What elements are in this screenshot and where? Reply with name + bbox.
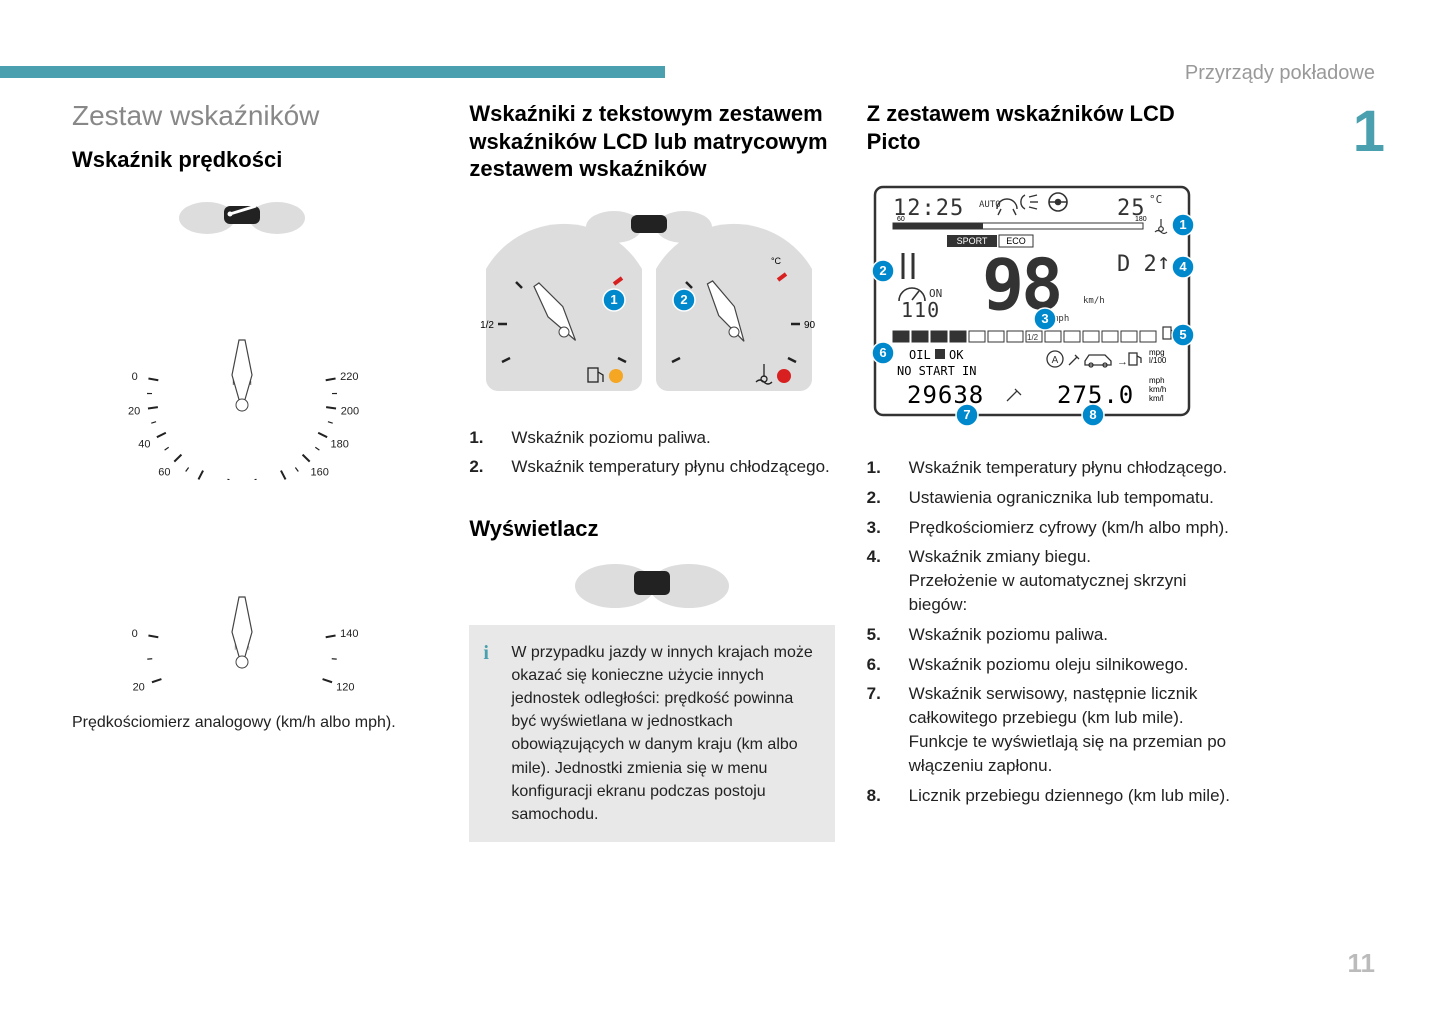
svg-text:2: 2 [879,263,886,278]
list-item: 2.Wskaźnik temperatury płynu chłodzącego… [469,455,834,479]
svg-text:90: 90 [804,320,816,331]
svg-text:6: 6 [879,345,886,360]
temp-warning-icon [777,369,791,383]
svg-text:180: 180 [330,438,348,450]
svg-text:0: 0 [132,628,138,640]
sub-gauges: Wskaźniki z tekstowym zestawem wskaźnikó… [469,100,834,183]
svg-text:→: → [1117,356,1128,368]
lcd-picto-diagram: 12:25 AUTO 25 °C 60 180 SPORT ECO [867,181,1197,431]
list-item: 3.Prędkościomierz cyfrowy (km/h albo mph… [867,516,1232,540]
chapter-number: 1 [1353,98,1385,165]
list-item: 2.Ustawienia ogranicznika lub tempomatu. [867,486,1232,510]
info-icon: i [483,639,489,668]
svg-text:km/h: km/h [1083,296,1105,306]
fuel-warning-icon [609,369,623,383]
display-cluster-icon [552,561,752,611]
svg-text:km/l: km/l [1149,394,1164,403]
page-number: 11 [1348,948,1376,979]
list-item: 6.Wskaźnik poziomu oleju silnikowego. [867,653,1232,677]
display-heading: Wyświetlacz [469,515,834,543]
svg-text:220: 220 [340,371,358,383]
svg-text:200: 200 [341,405,359,417]
svg-text:8: 8 [1089,407,1096,422]
svg-text:3: 3 [1041,311,1048,326]
list-item: 5.Wskaźnik poziomu paliwa. [867,623,1232,647]
speedometer-caption: Prędkościomierz analogowy (km/h albo mph… [72,714,437,732]
list-item: 1.Wskaźnik temperatury płynu chłodzącego… [867,456,1232,480]
svg-text:D 2: D 2 [1117,252,1157,277]
svg-text:60: 60 [897,216,905,223]
speedometer-mph-diagram: 020406080100120140 mph km/h [72,497,412,697]
sub-speedometer: Wskaźnik prędkości [72,146,437,174]
columns: Zestaw wskaźników Wskaźnik prędkości 020… [72,100,1232,842]
svg-text:180: 180 [1135,216,1147,223]
info-box: i W przypadku jazdy w innych krajach moż… [469,625,834,843]
info-text: W przypadku jazdy w innych krajach może … [511,644,812,823]
svg-text:140: 140 [340,628,358,640]
list-item: 1.Wskaźnik poziomu paliwa. [469,426,834,450]
svg-text:20: 20 [133,681,145,693]
header-section: Przyrządy pokładowe [1185,62,1375,85]
svg-text:1: 1 [1179,217,1186,232]
col-1: Zestaw wskaźników Wskaźnik prędkości 0 20… [72,100,437,842]
svg-text:°C: °C [1149,193,1162,206]
svg-text:5: 5 [1179,327,1186,342]
list-item: 8.Licznik przebiegu dziennego (km lub mi… [867,784,1232,808]
fuel-temp-diagram: 1/2 1 °C 90 [469,209,829,409]
list-item: 4.Wskaźnik zmiany biegu. Przełożenie w a… [867,545,1232,616]
svg-text:NO START IN: NO START IN [897,364,976,378]
svg-text:160: 160 [311,466,329,478]
svg-text:°C: °C [771,256,782,266]
svg-text:mph: mph [1149,376,1165,385]
svg-text:OIL: OIL [909,348,931,362]
svg-text:↑: ↑ [1157,250,1170,275]
svg-text:1/2: 1/2 [1027,333,1039,342]
svg-text:110: 110 [901,298,940,322]
svg-text:120: 120 [336,681,354,693]
svg-text:40: 40 [138,438,150,450]
speedometer-kmh-diagram: 020406080100120140160180200220 km/h [72,200,412,480]
svg-text:0: 0 [132,371,138,383]
svg-text:1/2: 1/2 [480,320,494,331]
svg-text:OK: OK [949,348,964,362]
svg-text:2: 2 [681,292,688,307]
svg-text:7: 7 [963,407,970,422]
col-2: Wskaźniki z tekstowym zestawem wskaźnikó… [469,100,834,842]
svg-text:1: 1 [611,292,618,307]
lcd-list: 1.Wskaźnik temperatury płynu chłodzącego… [867,456,1232,807]
svg-text:60: 60 [158,466,170,478]
svg-text:l/100: l/100 [1149,356,1167,365]
svg-text:km/h: km/h [1149,385,1166,394]
gauges-list: 1.Wskaźnik poziomu paliwa. 2.Wskaźnik tem… [469,426,834,480]
svg-text:A: A [1051,355,1058,366]
top-bar [0,66,665,78]
section-title: Zestaw wskaźników [72,100,437,132]
list-item: 7.Wskaźnik serwisowy, następnie licznik … [867,682,1232,777]
sub-lcd-picto: Z zestawem wskaźników LCD Picto [867,100,1232,155]
col-3: Z zestawem wskaźników LCD Picto 12:25 AU… [867,100,1232,842]
svg-text:20: 20 [128,405,140,417]
svg-text:4: 4 [1179,259,1187,274]
